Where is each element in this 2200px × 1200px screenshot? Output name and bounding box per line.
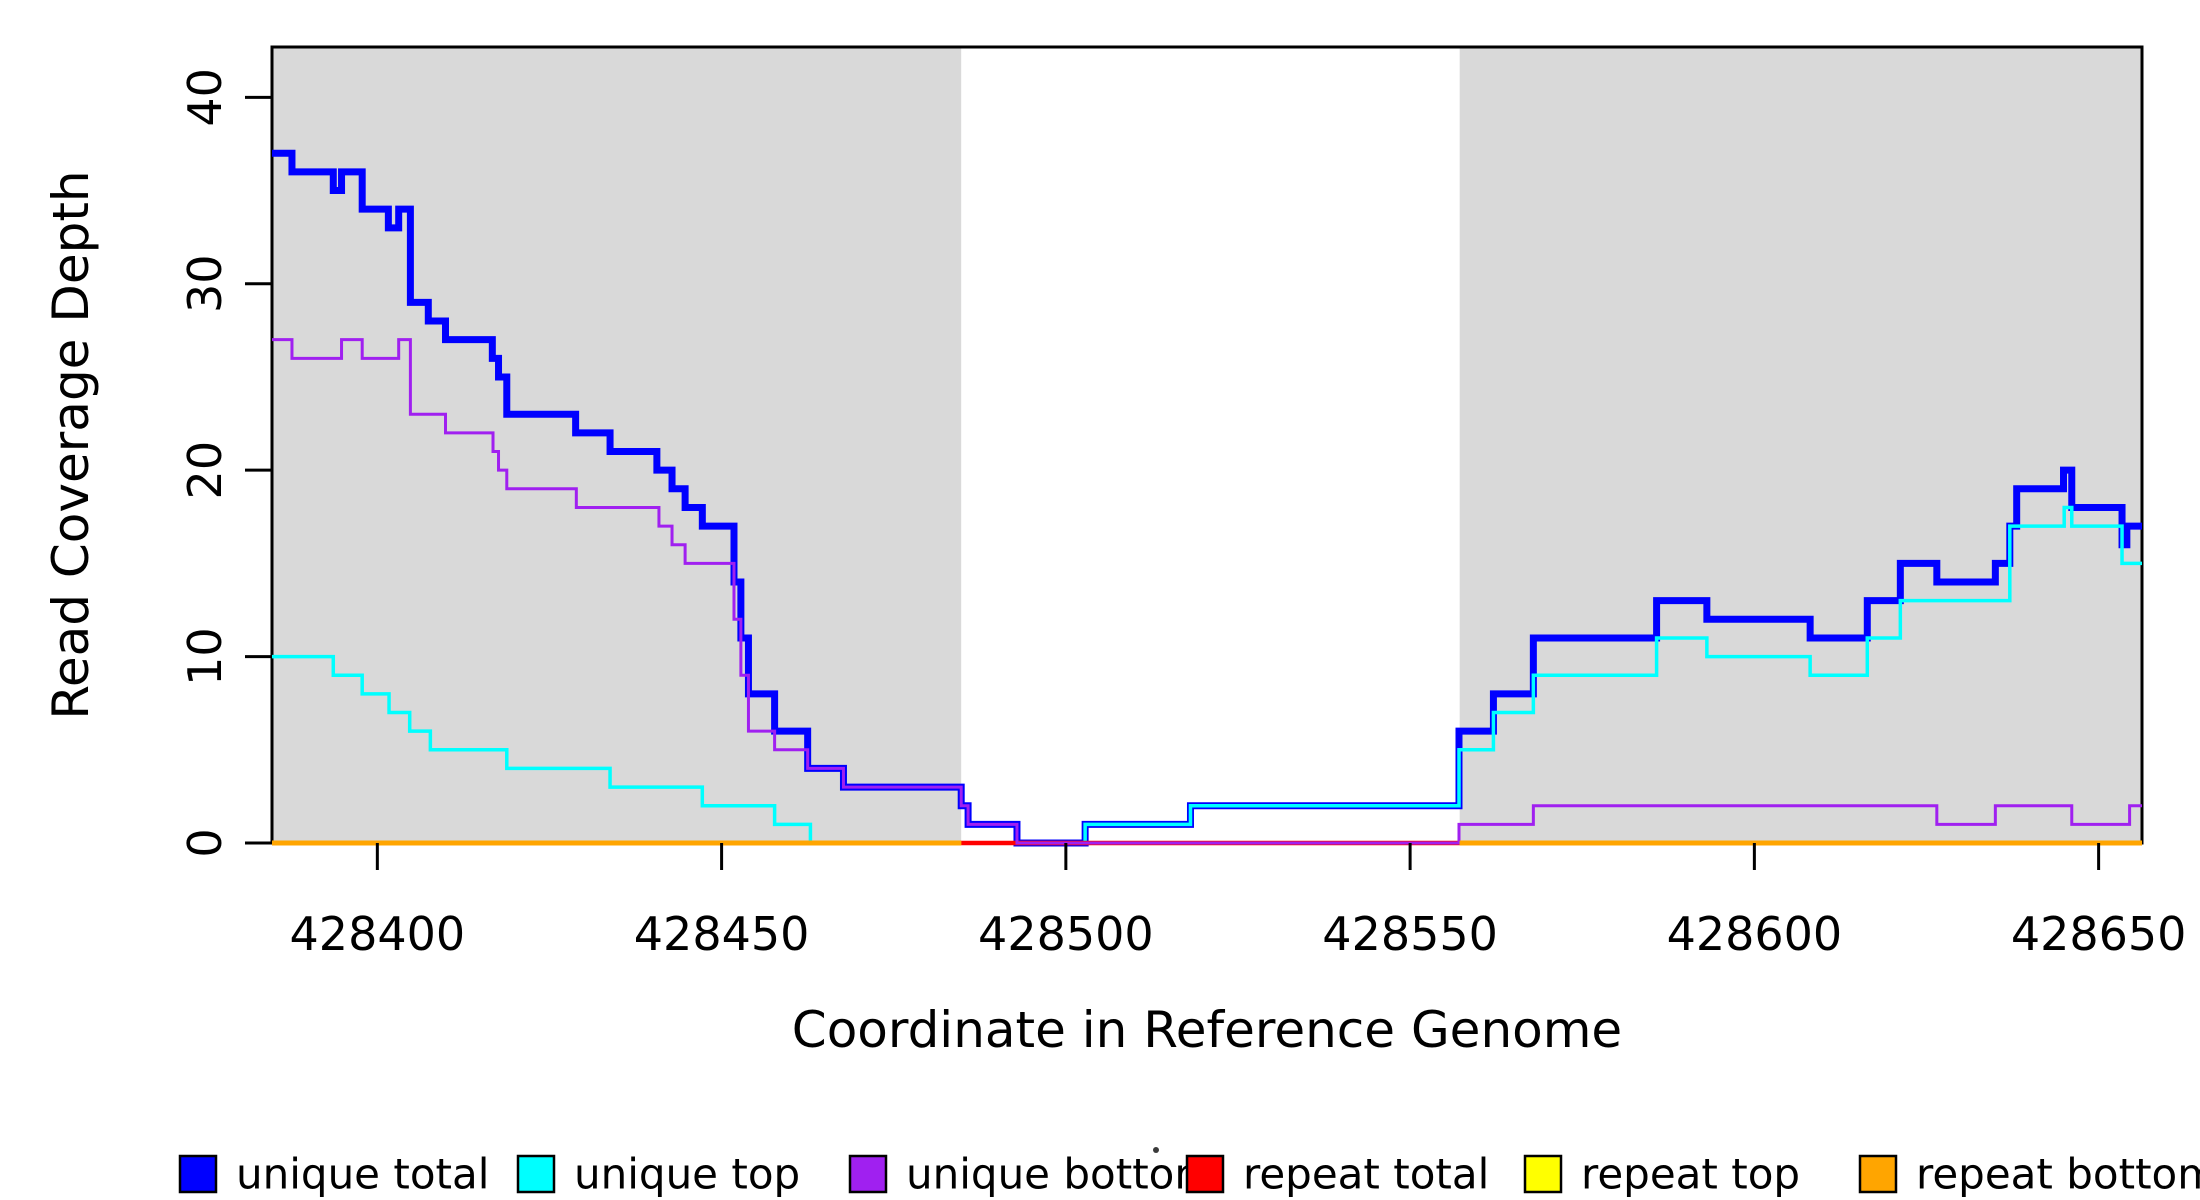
y-axis-tick-label: 0 xyxy=(178,828,232,857)
series-line-unique-top xyxy=(272,505,2142,845)
legend-label-unique-bottom: unique bottom xyxy=(906,1150,1215,1199)
stray-dot xyxy=(1153,1147,1159,1153)
legend-swatch-repeat-top xyxy=(1523,1154,1563,1194)
x-axis-tick-label: 428650 xyxy=(2011,907,2187,961)
shade-repeat-region-right xyxy=(1459,47,2142,843)
y-axis-tick-label: 40 xyxy=(178,68,232,127)
legend-swatch-unique-bottom xyxy=(848,1154,888,1194)
shade-repeat-region-left xyxy=(272,47,962,843)
legend-swatch-repeat-total xyxy=(1185,1154,1225,1194)
legend-swatch-repeat-bottom xyxy=(1858,1154,1898,1194)
x-axis-tick-label: 428400 xyxy=(290,907,466,961)
series-line-unique-bottom xyxy=(272,338,2142,845)
y-axis-tick-label: 10 xyxy=(178,627,232,686)
y-axis-title: Read Coverage Depth xyxy=(42,170,100,719)
legend-label-unique-top: unique top xyxy=(574,1150,800,1199)
y-axis-tick-label: 20 xyxy=(178,441,232,500)
legend-swatch-unique-top xyxy=(516,1154,556,1194)
x-axis-title: Coordinate in Reference Genome xyxy=(792,1001,1622,1059)
repeat-region-shades xyxy=(272,47,2142,843)
x-axis-tick-label: 428500 xyxy=(978,907,1154,961)
x-axis-tick-label: 428600 xyxy=(1667,907,1843,961)
legend-label-repeat-top: repeat top xyxy=(1581,1150,1800,1199)
legend-label-repeat-bottom: repeat bottom xyxy=(1916,1150,2200,1199)
legend-label-repeat-total: repeat total xyxy=(1243,1150,1489,1199)
y-axis-tick-label: 30 xyxy=(178,254,232,313)
x-axis-tick-label: 428550 xyxy=(1322,907,1498,961)
series-lines-layer xyxy=(272,149,2142,847)
legend-label-unique-total: unique total xyxy=(236,1150,489,1199)
legend-swatch-unique-total xyxy=(178,1154,218,1194)
axes-layer: 428400 428450 428500 428550 428600 428650 0 10 2… xyxy=(178,68,2186,961)
x-axis-tick-label: 428450 xyxy=(634,907,810,961)
legend: unique total unique top unique bottom repea… xyxy=(178,1150,2200,1199)
